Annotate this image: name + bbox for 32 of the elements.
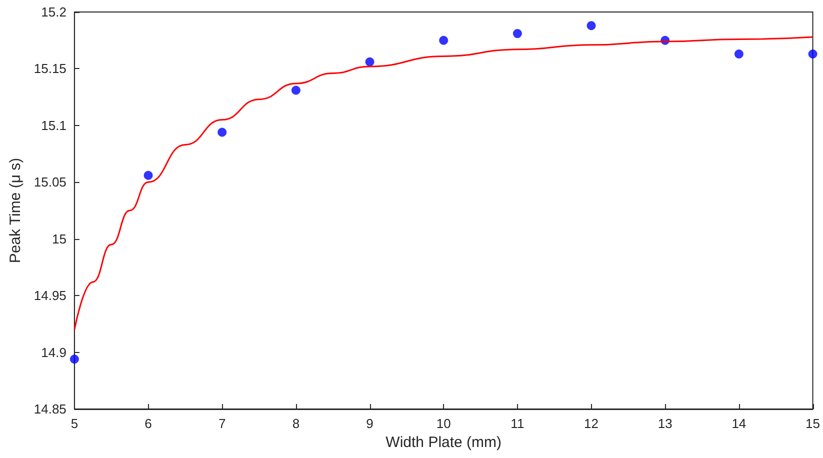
y-tick-label: 15 <box>52 231 66 246</box>
y-tick-label: 15.15 <box>34 61 66 76</box>
x-tick-label: 15 <box>806 416 820 431</box>
x-tick-label: 9 <box>366 416 374 431</box>
point <box>144 170 153 180</box>
y-tick-label: 14.85 <box>34 402 66 416</box>
point <box>439 36 448 45</box>
x-tick-label: 7 <box>218 416 226 431</box>
point <box>291 86 300 95</box>
x-axis-title: Width Plate (mm) <box>386 434 502 451</box>
x-tick-label: 5 <box>70 416 78 431</box>
y-axis-title: Peak Time (μ s) <box>7 158 24 264</box>
point <box>70 354 79 364</box>
point <box>586 21 596 30</box>
x-tick-label: 6 <box>144 416 152 431</box>
x-tick-label: 13 <box>658 416 672 431</box>
point <box>512 29 522 38</box>
y-tick-label: 14.9 <box>41 344 66 360</box>
x-tick-label: 8 <box>292 416 300 431</box>
point <box>808 49 818 58</box>
x-tick-label: 10 <box>436 416 451 431</box>
y-tick-label: 15.1 <box>41 118 66 133</box>
y-tick-label: 15.05 <box>34 174 66 190</box>
y-tick-label: 15.2 <box>41 4 66 20</box>
x-tick-label: 12 <box>584 416 599 431</box>
line-series <box>74 36 814 330</box>
point <box>218 128 227 137</box>
point <box>734 49 744 58</box>
y-tick-label: 14.95 <box>34 288 66 304</box>
x-tick-label: 14 <box>732 416 746 431</box>
x-tick-label: 11 <box>510 416 524 431</box>
point <box>365 57 374 66</box>
